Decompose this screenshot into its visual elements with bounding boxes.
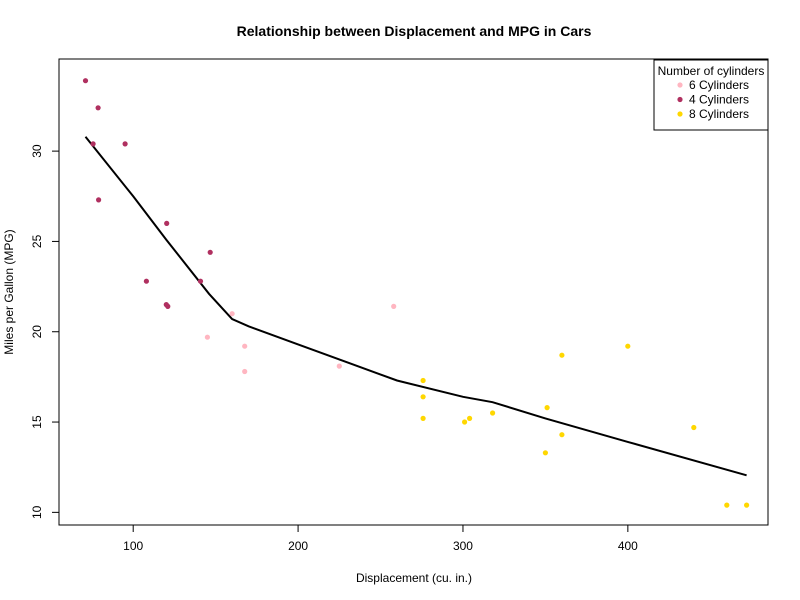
y-axis-label: Miles per Gallon (MPG) [2,229,16,354]
x-tick-label: 400 [618,539,638,553]
trend-line [84,136,747,477]
point-8-cylinders [420,394,426,400]
legend-marker [677,82,683,88]
point-8-cylinders [420,415,426,421]
point-4-cylinders [143,278,149,284]
y-tick-label: 25 [30,234,44,248]
x-axis: 100 200 300 400 [123,525,638,553]
point-8-cylinders [490,410,496,416]
point-6-cylinders [391,303,397,309]
point-8-cylinders [691,424,697,431]
point-6-cylinders [204,334,210,340]
point-8-cylinders [559,352,565,358]
legend-marker [677,96,683,103]
point-8-cylinders [544,405,550,411]
point-8-cylinders [559,432,565,438]
point-4-cylinders [95,105,101,111]
x-tick-label: 100 [123,539,143,553]
legend-title: Number of cylinders [658,64,765,78]
point-4-cylinders [96,197,102,203]
legend-box [653,59,769,131]
trend-line-layer [84,136,747,477]
point-8-cylinders [420,377,426,384]
data-points-layer [82,78,750,508]
point-6-cylinders [242,368,248,375]
point-4-cylinders [90,141,96,147]
point-4-cylinders [164,220,170,226]
point-8-cylinders [467,415,473,421]
point-4-cylinders [82,78,89,84]
point-6-cylinders [336,363,342,369]
legend-label: 8 Cylinders [689,107,749,121]
chart-title: Relationship between Displacement and MP… [237,23,592,39]
point-6-cylinders [229,311,235,317]
point-4-cylinders [207,249,213,255]
point-6-cylinders [242,343,248,349]
point-8-cylinders [744,502,750,508]
point-8-cylinders [462,419,468,425]
y-tick-label: 30 [30,144,44,158]
y-tick-label: 15 [30,415,44,429]
y-tick-label: 10 [30,505,44,519]
point-8-cylinders [625,343,631,349]
y-tick-label: 20 [30,325,44,339]
legend-marker [677,111,683,117]
y-axis: 10 15 20 25 30 [30,144,59,519]
point-8-cylinders [542,450,549,456]
x-tick-label: 300 [453,539,473,553]
point-4-cylinders [122,141,128,147]
x-tick-label: 200 [288,539,308,553]
legend-label: 6 Cylinders [689,78,749,92]
legend-label: 4 Cylinders [689,93,749,107]
point-4-cylinders [165,303,171,309]
plot-area-border [58,58,769,526]
x-axis-label: Displacement (cu. in.) [356,571,472,585]
point-8-cylinders [724,502,730,508]
point-4-cylinders [197,278,204,284]
